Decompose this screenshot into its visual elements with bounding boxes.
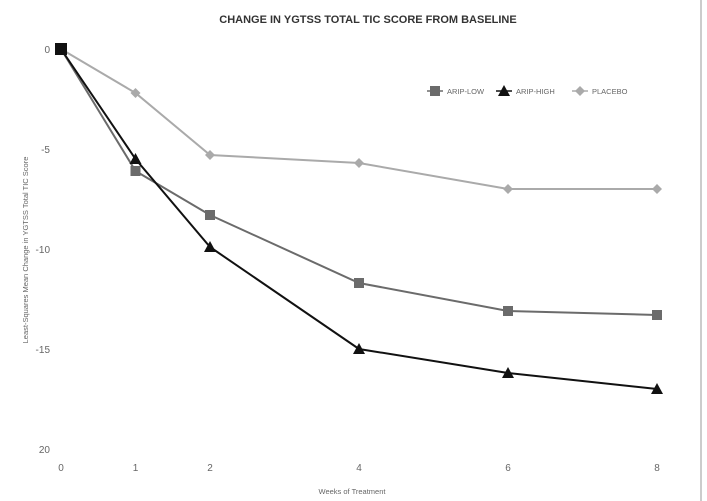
series-line xyxy=(60,48,658,390)
legend-marker xyxy=(430,86,440,96)
data-point xyxy=(651,383,663,394)
legend-label: PLACEBO xyxy=(592,87,628,96)
data-point xyxy=(652,310,662,320)
data-point xyxy=(205,210,215,220)
x-tick-label: 2 xyxy=(207,463,213,474)
data-point xyxy=(204,241,216,252)
legend-marker xyxy=(575,86,585,96)
series-line xyxy=(60,48,657,190)
legend-label: ARIP-LOW xyxy=(447,87,485,96)
series-placebo xyxy=(60,48,662,194)
x-tick-label: 6 xyxy=(505,463,511,474)
y-tick-label: 20 xyxy=(39,445,51,456)
y-axis-label: Least-Squares Mean Change in YGTSS Total… xyxy=(21,157,30,344)
y-tick-label: -5 xyxy=(41,145,50,156)
data-point xyxy=(354,158,364,168)
data-point xyxy=(205,150,215,160)
data-point xyxy=(502,367,514,378)
y-tick-label: -10 xyxy=(36,245,51,256)
data-point xyxy=(130,166,141,176)
legend-item: PLACEBO xyxy=(572,86,628,96)
x-tick-label: 1 xyxy=(133,463,139,474)
y-tick-label: -15 xyxy=(36,345,51,356)
data-point xyxy=(503,184,513,194)
legend-item: ARIP-LOW xyxy=(427,86,485,96)
data-point xyxy=(129,153,142,164)
series-arip-low xyxy=(60,48,662,320)
x-tick-label: 0 xyxy=(58,463,64,474)
y-tick-label: 0 xyxy=(44,45,50,56)
data-point xyxy=(130,88,141,98)
series-line xyxy=(60,48,658,316)
x-tick-label: 8 xyxy=(654,463,660,474)
series-arip-high xyxy=(60,48,663,394)
data-point xyxy=(503,306,513,316)
chart-title: CHANGE IN YGTSS TOTAL TIC SCORE FROM BAS… xyxy=(219,14,516,26)
legend-item: ARIP-HIGH xyxy=(496,85,555,96)
x-tick-label: 4 xyxy=(356,463,362,474)
data-point xyxy=(354,278,364,288)
legend-marker xyxy=(498,85,510,96)
data-point xyxy=(353,343,365,354)
legend-label: ARIP-HIGH xyxy=(516,87,555,96)
data-point xyxy=(652,184,662,194)
x-axis-label: Weeks of Treatment xyxy=(319,487,387,496)
baseline-point xyxy=(55,43,67,55)
